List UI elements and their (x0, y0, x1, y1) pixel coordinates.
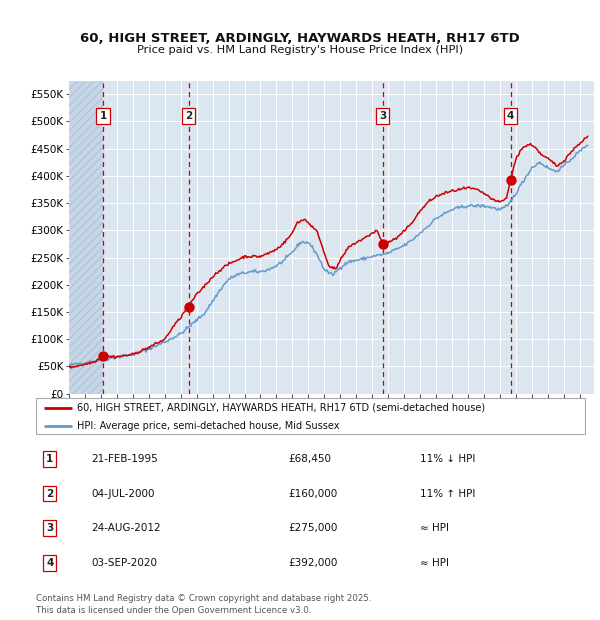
Text: 4: 4 (46, 558, 53, 568)
Text: £275,000: £275,000 (289, 523, 338, 533)
Text: 1: 1 (46, 454, 53, 464)
Text: 11% ↓ HPI: 11% ↓ HPI (420, 454, 476, 464)
Text: ≈ HPI: ≈ HPI (420, 523, 449, 533)
Text: £68,450: £68,450 (289, 454, 332, 464)
Text: 1: 1 (100, 111, 107, 121)
Text: 21-FEB-1995: 21-FEB-1995 (91, 454, 158, 464)
Text: Contains HM Land Registry data © Crown copyright and database right 2025.
This d: Contains HM Land Registry data © Crown c… (36, 594, 371, 615)
Text: 2: 2 (185, 111, 193, 121)
Text: 60, HIGH STREET, ARDINGLY, HAYWARDS HEATH, RH17 6TD: 60, HIGH STREET, ARDINGLY, HAYWARDS HEAT… (80, 32, 520, 45)
FancyBboxPatch shape (36, 398, 585, 434)
Text: 2: 2 (46, 489, 53, 498)
Text: 24-AUG-2012: 24-AUG-2012 (91, 523, 161, 533)
Text: HPI: Average price, semi-detached house, Mid Sussex: HPI: Average price, semi-detached house,… (77, 421, 340, 431)
Bar (69, 81, 103, 394)
Text: Price paid vs. HM Land Registry's House Price Index (HPI): Price paid vs. HM Land Registry's House … (137, 45, 463, 55)
Text: 03-SEP-2020: 03-SEP-2020 (91, 558, 157, 568)
Text: 3: 3 (46, 523, 53, 533)
Text: 60, HIGH STREET, ARDINGLY, HAYWARDS HEATH, RH17 6TD (semi-detached house): 60, HIGH STREET, ARDINGLY, HAYWARDS HEAT… (77, 403, 485, 413)
Text: 11% ↑ HPI: 11% ↑ HPI (420, 489, 476, 498)
Text: 4: 4 (507, 111, 514, 121)
Text: ≈ HPI: ≈ HPI (420, 558, 449, 568)
Text: 04-JUL-2000: 04-JUL-2000 (91, 489, 154, 498)
Text: 3: 3 (379, 111, 386, 121)
Text: £160,000: £160,000 (289, 489, 338, 498)
Text: £392,000: £392,000 (289, 558, 338, 568)
